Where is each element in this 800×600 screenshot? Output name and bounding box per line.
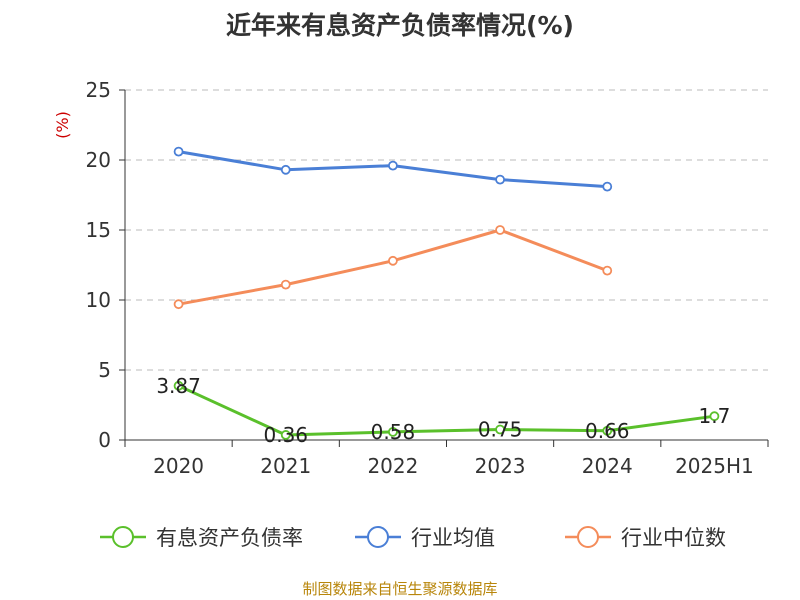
data-point bbox=[602, 181, 613, 192]
y-axis-label: (%) bbox=[53, 111, 72, 139]
series-lines bbox=[173, 146, 720, 440]
data-label: 0.66 bbox=[585, 419, 630, 443]
legend-item[interactable]: 行业均值 bbox=[355, 526, 495, 550]
x-tick-label: 2022 bbox=[367, 454, 418, 478]
data-point bbox=[495, 424, 505, 435]
data-point bbox=[173, 299, 184, 310]
data-point bbox=[280, 430, 291, 440]
data-point bbox=[495, 225, 505, 235]
data-point bbox=[280, 164, 291, 175]
data-label: 0.75 bbox=[478, 418, 523, 442]
data-point bbox=[602, 425, 613, 436]
data-labels: 3.87 0.36 0.58 0.75 0.66 1.7 bbox=[156, 374, 730, 447]
data-point bbox=[388, 426, 398, 437]
data-point bbox=[709, 411, 720, 422]
legend-marker bbox=[577, 526, 599, 548]
x-tick-label: 2025H1 bbox=[675, 454, 754, 478]
data-point bbox=[173, 380, 184, 391]
grid-lines bbox=[125, 89, 768, 371]
y-tick-label: 0 bbox=[98, 428, 111, 452]
data-point bbox=[280, 279, 291, 290]
series-line bbox=[178, 228, 608, 306]
data-point bbox=[495, 174, 505, 185]
y-tick-label: 20 bbox=[86, 148, 111, 172]
legend-item[interactable]: 行业中位数 bbox=[565, 526, 726, 550]
data-point bbox=[388, 160, 398, 171]
data-point bbox=[602, 265, 613, 276]
y-tick-label: 10 bbox=[86, 288, 111, 312]
x-tick-label: 2024 bbox=[582, 454, 633, 478]
legend-label: 有息资产负债率 bbox=[156, 526, 303, 550]
y-tick-label: 15 bbox=[86, 218, 111, 242]
data-point bbox=[173, 146, 184, 157]
x-tick-label: 2023 bbox=[475, 454, 526, 478]
data-label: 3.87 bbox=[156, 374, 201, 398]
x-tick-label: 2021 bbox=[260, 454, 311, 478]
legend-label: 行业中位数 bbox=[621, 526, 726, 550]
legend-label: 行业均值 bbox=[411, 526, 495, 550]
legend-marker bbox=[112, 526, 134, 548]
data-label: 0.58 bbox=[371, 420, 416, 444]
legend: 有息资产负债率 行业均值 行业中位数 bbox=[100, 526, 726, 550]
chart-title: 近年来有息资产负债率情况(%) bbox=[226, 11, 574, 40]
series-line bbox=[177, 384, 715, 437]
data-label: 1.7 bbox=[699, 404, 731, 428]
axes: 0 5 10 15 20 25 2020 2021 2022 2023 2024 2025H1 bbox=[86, 78, 769, 478]
legend-item[interactable]: 有息资产负债率 bbox=[100, 526, 303, 550]
data-point bbox=[388, 255, 398, 266]
legend-marker bbox=[367, 526, 389, 548]
y-tick-label: 5 bbox=[98, 358, 111, 382]
data-label: 0.36 bbox=[263, 423, 308, 447]
x-tick-label: 2020 bbox=[153, 454, 204, 478]
source-note: 制图数据来自恒生聚源数据库 bbox=[302, 580, 498, 598]
y-tick-label: 25 bbox=[86, 78, 111, 102]
